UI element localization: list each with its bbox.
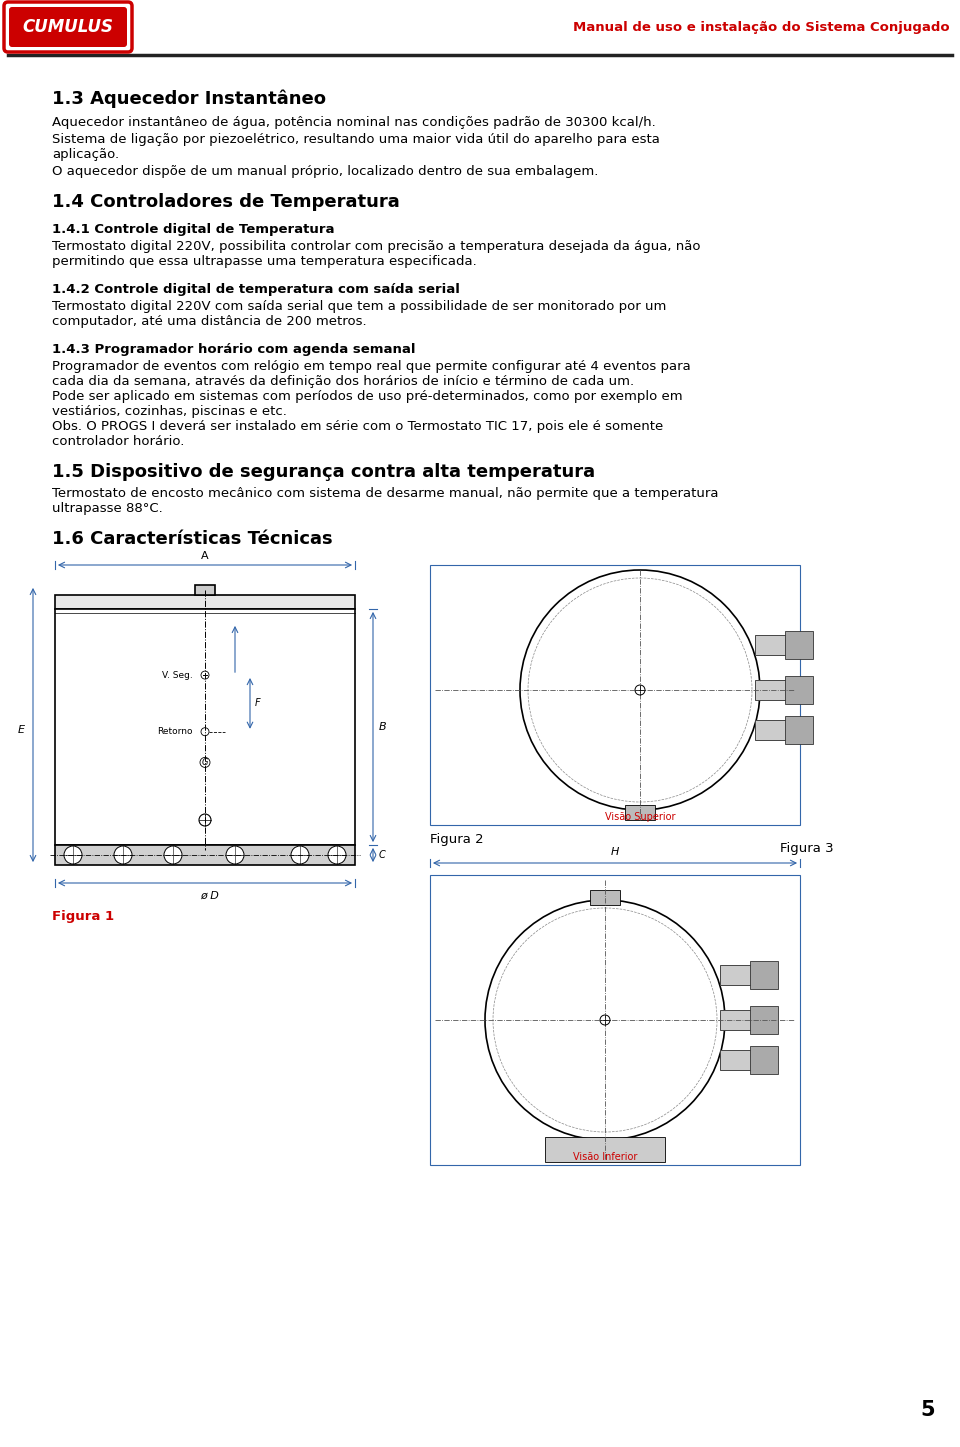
- Text: Visão Superior: Visão Superior: [605, 812, 675, 822]
- Text: Aquecedor instantâneo de água, potência nominal nas condições padrão de 30300 kc: Aquecedor instantâneo de água, potência …: [52, 116, 656, 129]
- Circle shape: [485, 900, 725, 1140]
- Circle shape: [226, 846, 244, 864]
- FancyBboxPatch shape: [9, 7, 127, 46]
- Bar: [755, 680, 810, 700]
- Text: Retorno: Retorno: [157, 728, 193, 737]
- Text: Figura 3: Figura 3: [780, 842, 833, 855]
- Text: aplicação.: aplicação.: [52, 148, 119, 161]
- Text: Visão Inferior: Visão Inferior: [573, 1152, 637, 1162]
- Text: vestiários, cozinhas, piscinas e etc.: vestiários, cozinhas, piscinas e etc.: [52, 405, 287, 418]
- Text: Obs. O PROGS I deverá ser instalado em série com o Termostato TIC 17, pois ele é: Obs. O PROGS I deverá ser instalado em s…: [52, 420, 663, 433]
- Text: ø D: ø D: [201, 891, 220, 901]
- Circle shape: [600, 1014, 610, 1024]
- Circle shape: [201, 728, 209, 735]
- Text: A: A: [202, 551, 209, 561]
- Bar: [750, 1006, 778, 1035]
- Circle shape: [164, 846, 182, 864]
- Text: controlador horário.: controlador horário.: [52, 436, 184, 449]
- FancyBboxPatch shape: [4, 1, 132, 52]
- Bar: [720, 965, 775, 985]
- Circle shape: [201, 671, 209, 679]
- Text: Pode ser aplicado em sistemas com períodos de uso pré-determinados, como por exe: Pode ser aplicado em sistemas com períod…: [52, 391, 683, 404]
- Circle shape: [328, 846, 346, 864]
- Text: Sistema de ligação por piezoelétrico, resultando uma maior vida útil do aparelho: Sistema de ligação por piezoelétrico, re…: [52, 133, 660, 146]
- Text: O aquecedor dispõe de um manual próprio, localizado dentro de sua embalagem.: O aquecedor dispõe de um manual próprio,…: [52, 165, 598, 178]
- Text: 1.6 Características Técnicas: 1.6 Características Técnicas: [52, 530, 332, 548]
- Text: Programador de eventos com relógio em tempo real que permite configurar até 4 ev: Programador de eventos com relógio em te…: [52, 360, 691, 373]
- Text: ultrapasse 88°C.: ultrapasse 88°C.: [52, 502, 163, 515]
- Bar: [430, 875, 800, 1165]
- Text: 5: 5: [921, 1401, 935, 1420]
- Bar: [785, 676, 813, 705]
- Bar: [785, 716, 813, 744]
- Text: 1.4.2 Controle digital de temperatura com saída serial: 1.4.2 Controle digital de temperatura co…: [52, 284, 460, 297]
- Text: G: G: [202, 758, 208, 767]
- Text: computador, até uma distância de 200 metros.: computador, até uma distância de 200 met…: [52, 315, 367, 328]
- Bar: [55, 845, 355, 865]
- Text: 1.4.3 Programador horário com agenda semanal: 1.4.3 Programador horário com agenda sem…: [52, 343, 416, 356]
- Bar: [755, 721, 810, 739]
- Text: B: B: [379, 722, 387, 732]
- Bar: [430, 564, 800, 825]
- Text: permitindo que essa ultrapasse uma temperatura especificada.: permitindo que essa ultrapasse uma tempe…: [52, 255, 477, 268]
- Text: 1.5 Dispositivo de segurança contra alta temperatura: 1.5 Dispositivo de segurança contra alta…: [52, 463, 595, 480]
- Circle shape: [199, 815, 211, 826]
- Text: V. Seg.: V. Seg.: [162, 670, 193, 680]
- Circle shape: [520, 570, 760, 810]
- Text: Figura 1: Figura 1: [52, 910, 114, 923]
- Bar: [755, 635, 810, 655]
- Text: Figura 2: Figura 2: [430, 833, 484, 846]
- Text: Termostato digital 220V com saída serial que tem a possibilidade de ser monitora: Termostato digital 220V com saída serial…: [52, 300, 666, 313]
- Bar: [195, 585, 215, 595]
- Text: H: H: [611, 846, 619, 857]
- Circle shape: [291, 846, 309, 864]
- Bar: [785, 631, 813, 658]
- Circle shape: [200, 757, 210, 767]
- Text: Termostato digital 220V, possibilita controlar com precisão a temperatura deseja: Termostato digital 220V, possibilita con…: [52, 240, 701, 253]
- Bar: [750, 1046, 778, 1074]
- Text: Termostato de encosto mecânico com sistema de desarme manual, não permite que a : Termostato de encosto mecânico com siste…: [52, 488, 718, 501]
- Bar: [720, 1010, 775, 1030]
- Bar: [720, 1051, 775, 1069]
- Text: Manual de uso e instalação do Sistema Conjugado: Manual de uso e instalação do Sistema Co…: [573, 20, 950, 33]
- Bar: [55, 595, 355, 609]
- Text: 1.3 Aquecedor Instantâneo: 1.3 Aquecedor Instantâneo: [52, 90, 326, 109]
- Text: E: E: [18, 725, 25, 735]
- Bar: [625, 805, 655, 820]
- Bar: [545, 1137, 665, 1162]
- Circle shape: [114, 846, 132, 864]
- Bar: [55, 609, 355, 845]
- Bar: [750, 961, 778, 988]
- Text: 1.4 Controladores de Temperatura: 1.4 Controladores de Temperatura: [52, 192, 399, 211]
- Text: 1.4.1 Controle digital de Temperatura: 1.4.1 Controle digital de Temperatura: [52, 223, 334, 236]
- Text: cada dia da semana, através da definição dos horários de início e término de cad: cada dia da semana, através da definição…: [52, 375, 635, 388]
- Bar: [590, 890, 620, 904]
- Text: C: C: [379, 849, 386, 860]
- Circle shape: [64, 846, 82, 864]
- Text: F: F: [255, 699, 260, 709]
- Text: CUMULUS: CUMULUS: [22, 17, 113, 36]
- Circle shape: [635, 684, 645, 695]
